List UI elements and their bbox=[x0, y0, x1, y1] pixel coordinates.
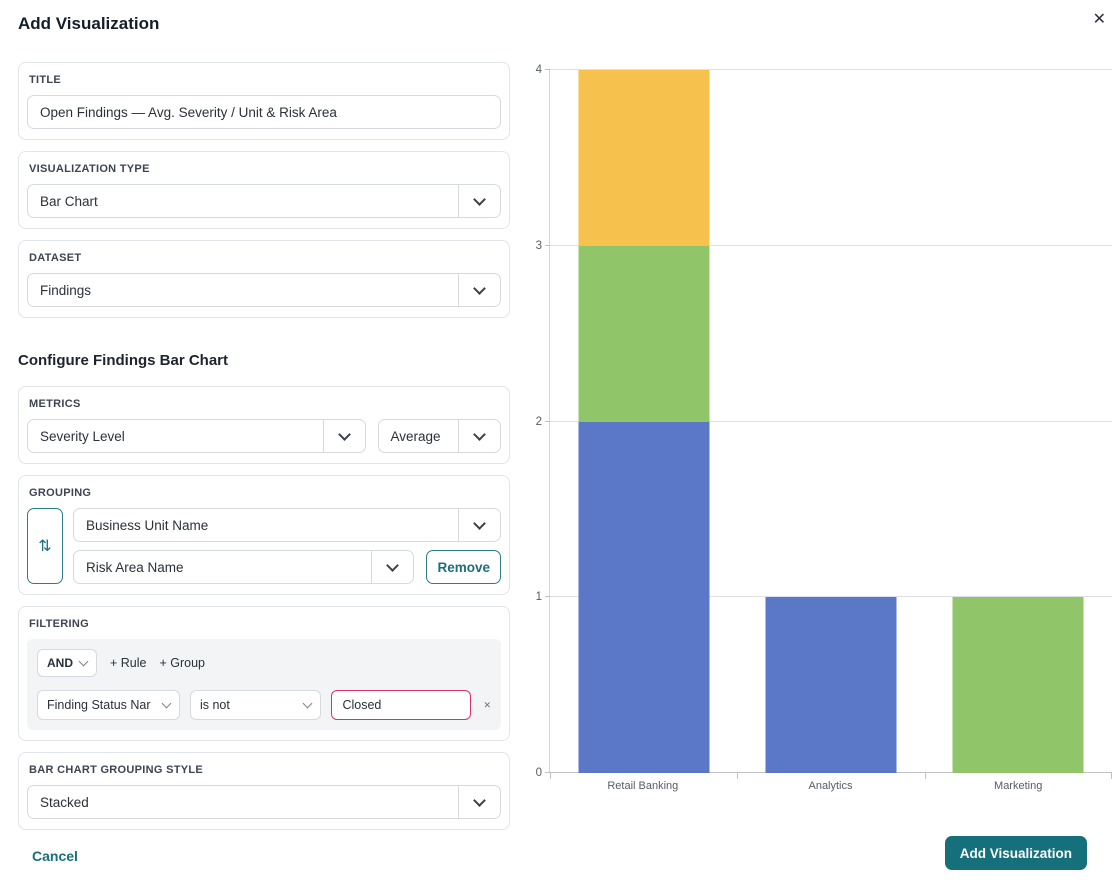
rule-field-value: Finding Status Nar bbox=[47, 698, 151, 712]
x-label-slot: Analytics bbox=[737, 780, 925, 793]
filter-panel: AND + Rule + Group Finding Status Nar is… bbox=[27, 639, 501, 730]
add-rule-link[interactable]: + Rule bbox=[110, 656, 147, 670]
config-panel: TITLE VISUALIZATION TYPE Bar Chart DATAS… bbox=[18, 62, 510, 841]
bar-slot bbox=[737, 70, 924, 773]
chevron-down-icon bbox=[322, 420, 365, 452]
metric-select[interactable]: Severity Level bbox=[27, 419, 366, 453]
bar-segment-blue bbox=[578, 421, 710, 773]
x-axis-labels: Retail Banking Analytics Marketing bbox=[549, 780, 1112, 793]
rule-operator-select[interactable]: is not bbox=[189, 690, 322, 720]
x-tick-label: Retail Banking bbox=[607, 780, 679, 792]
x-tick-mark bbox=[1111, 773, 1112, 779]
rule-operator-value: is not bbox=[199, 698, 230, 712]
visualization-type-value: Bar Chart bbox=[40, 193, 98, 209]
bar-analytics bbox=[765, 70, 897, 773]
y-tick-label: 0 bbox=[535, 767, 542, 779]
chevron-down-icon bbox=[458, 274, 500, 306]
x-tick-mark bbox=[924, 773, 926, 779]
close-icon[interactable]: ✕ bbox=[1092, 11, 1106, 28]
bar-slot bbox=[550, 70, 737, 773]
title-input[interactable] bbox=[27, 95, 501, 129]
y-tick-mark bbox=[545, 244, 550, 246]
remove-rule-icon[interactable]: ✕ bbox=[483, 699, 491, 710]
chevron-down-icon bbox=[458, 509, 500, 541]
grouping-group: GROUPING ⇅ Business Unit Name Risk Area … bbox=[18, 475, 510, 595]
y-tick-label: 2 bbox=[535, 415, 542, 428]
grouping-style-group: BAR CHART GROUPING STYLE Stacked bbox=[18, 752, 510, 830]
dataset-group: DATASET Findings bbox=[18, 240, 510, 318]
plot-area: 0 1 2 3 4 bbox=[536, 64, 1112, 779]
grouping-first-value: Business Unit Name bbox=[86, 517, 209, 533]
grouping-first-select[interactable]: Business Unit Name bbox=[73, 508, 501, 542]
aggregation-select[interactable]: Average bbox=[377, 419, 501, 453]
title-field-group: TITLE bbox=[18, 62, 510, 140]
configure-heading: Configure Findings Bar Chart bbox=[18, 352, 228, 369]
visualization-type-group: VISUALIZATION TYPE Bar Chart bbox=[18, 151, 510, 229]
x-tick-label: Analytics bbox=[808, 780, 853, 792]
title-label: TITLE bbox=[29, 74, 62, 86]
filter-operator-value: AND bbox=[47, 656, 73, 670]
chevron-down-icon bbox=[458, 420, 500, 452]
visualization-type-select[interactable]: Bar Chart bbox=[27, 184, 501, 218]
dataset-label: DATASET bbox=[29, 252, 82, 264]
bar-segment-green bbox=[952, 597, 1084, 773]
metrics-label: METRICS bbox=[29, 398, 81, 410]
swap-order-icon: ⇅ bbox=[38, 538, 52, 555]
add-group-link[interactable]: + Group bbox=[159, 656, 205, 670]
chevron-down-icon bbox=[161, 698, 172, 709]
gridline bbox=[550, 69, 1112, 70]
add-visualization-button[interactable]: Add Visualization bbox=[944, 836, 1087, 870]
chevron-down-icon bbox=[458, 185, 500, 217]
x-tick-mark bbox=[737, 773, 739, 779]
y-tick-mark bbox=[545, 596, 550, 598]
chevron-down-icon bbox=[458, 786, 500, 818]
x-tick-label: Marketing bbox=[994, 780, 1043, 792]
metric-value: Severity Level bbox=[40, 428, 125, 444]
bar-segment-green bbox=[578, 245, 710, 422]
y-tick-mark bbox=[545, 420, 550, 422]
cancel-button[interactable]: Cancel bbox=[32, 848, 78, 864]
bar-slot bbox=[925, 70, 1112, 773]
bar-chart: 0 1 2 3 4 Retail Banking Analytics Marketing bbox=[520, 64, 1112, 793]
bars-row bbox=[550, 70, 1112, 773]
filter-operator-select[interactable]: AND bbox=[37, 649, 97, 677]
aggregation-value: Average bbox=[390, 428, 441, 444]
dataset-select[interactable]: Findings bbox=[27, 273, 501, 307]
gridline bbox=[550, 420, 1112, 422]
chevron-down-icon bbox=[371, 551, 413, 583]
grouping-style-value: Stacked bbox=[40, 794, 89, 810]
grouping-label: GROUPING bbox=[29, 487, 92, 499]
dataset-value: Findings bbox=[40, 282, 92, 298]
grouping-second-select[interactable]: Risk Area Name bbox=[73, 550, 415, 584]
y-tick-label: 3 bbox=[535, 239, 542, 252]
y-tick-label: 1 bbox=[535, 591, 542, 604]
grouping-second-value: Risk Area Name bbox=[86, 559, 184, 575]
bar-segment-orange bbox=[578, 70, 710, 246]
bar-segment-blue bbox=[765, 597, 897, 773]
x-label-slot: Retail Banking bbox=[549, 780, 737, 793]
filtering-group: FILTERING AND + Rule + Group Finding Sta… bbox=[18, 606, 510, 741]
grouping-style-select[interactable]: Stacked bbox=[27, 785, 501, 819]
x-tick-mark bbox=[550, 773, 551, 779]
visualization-type-label: VISUALIZATION TYPE bbox=[29, 163, 150, 175]
grouping-style-label: BAR CHART GROUPING STYLE bbox=[29, 764, 204, 776]
filtering-label: FILTERING bbox=[29, 618, 89, 630]
metrics-group: METRICS Severity Level Average bbox=[18, 386, 510, 464]
chevron-down-icon bbox=[78, 656, 89, 667]
bar-retail-banking bbox=[578, 70, 710, 773]
y-tick-label: 4 bbox=[535, 64, 542, 76]
y-tick-mark bbox=[545, 69, 550, 70]
chevron-down-icon bbox=[303, 698, 313, 709]
y-tick-mark bbox=[545, 772, 550, 773]
swap-order-button[interactable]: ⇅ bbox=[27, 508, 63, 584]
x-label-slot: Marketing bbox=[924, 780, 1112, 793]
gridline bbox=[550, 596, 1112, 598]
modal-title: Add Visualization bbox=[18, 14, 160, 33]
bar-marketing bbox=[952, 70, 1084, 773]
remove-grouping-button[interactable]: Remove bbox=[426, 550, 501, 584]
rule-field-select[interactable]: Finding Status Nar bbox=[37, 690, 180, 720]
gridline bbox=[550, 244, 1112, 246]
rule-value-input[interactable] bbox=[331, 690, 472, 720]
